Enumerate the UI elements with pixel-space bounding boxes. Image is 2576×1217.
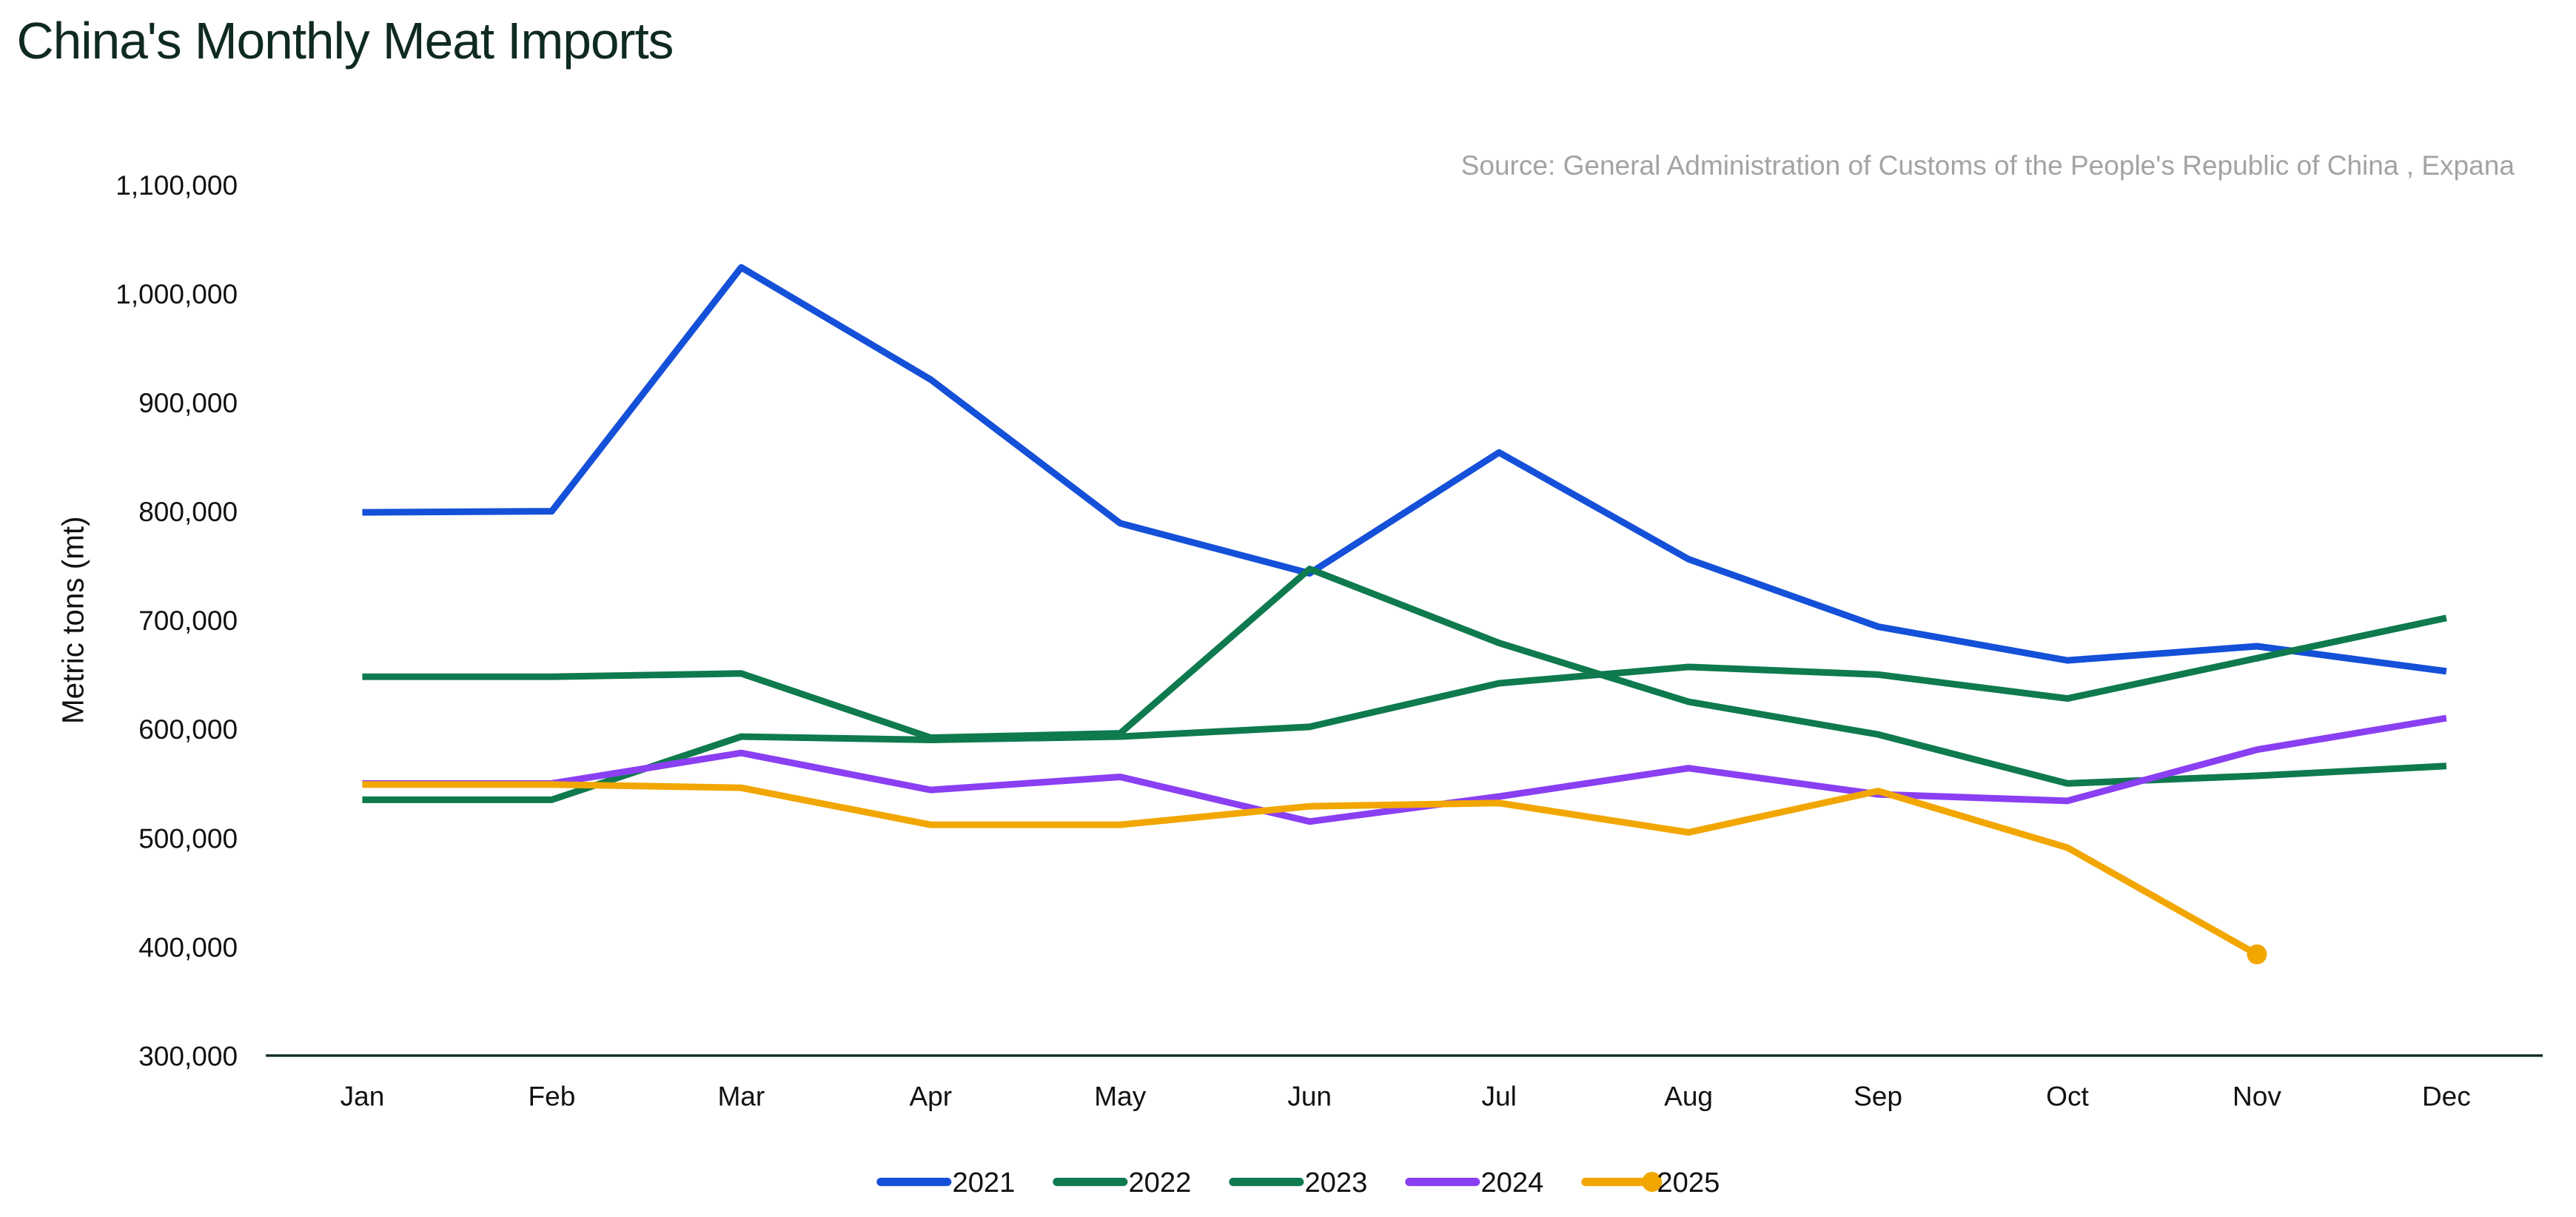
- legend-marker-icon: [1642, 1172, 1663, 1193]
- x-tick-label: Sep: [1854, 1080, 1902, 1111]
- y-tick-label: 900,000: [138, 387, 238, 418]
- x-tick-label: Mar: [717, 1080, 765, 1111]
- series-line-2024: [362, 714, 2447, 825]
- legend-label: 2025: [1657, 1167, 1720, 1198]
- x-tick-label: Nov: [2233, 1080, 2281, 1111]
- y-tick-label: 300,000: [138, 1040, 238, 1071]
- x-tick-label: Oct: [2046, 1080, 2089, 1111]
- legend-label: 2021: [952, 1167, 1015, 1198]
- series-line-2023: [362, 614, 2447, 803]
- legend-item-2024[interactable]: 2024: [1405, 1167, 1543, 1198]
- y-tick-label: 1,000,000: [115, 278, 238, 309]
- y-tick-label: 400,000: [138, 931, 238, 962]
- y-axis: 300,000 400,000 500,000 600,000 700,000 800,0…: [115, 170, 238, 1071]
- legend-item-2025[interactable]: 2025: [1581, 1167, 1720, 1198]
- legend-label: 2023: [1304, 1167, 1367, 1198]
- x-tick-label: Aug: [1664, 1080, 1713, 1111]
- x-tick-label: Dec: [2422, 1080, 2471, 1111]
- y-tick-label: 600,000: [138, 714, 238, 745]
- legend-item-2022[interactable]: 2022: [1053, 1167, 1191, 1198]
- y-tick-label: 700,000: [138, 605, 238, 636]
- legend-label: 2024: [1480, 1167, 1543, 1198]
- plot-area: [362, 264, 2447, 965]
- legend-label: 2022: [1128, 1167, 1191, 1198]
- x-tick-label: Jul: [1481, 1080, 1516, 1111]
- x-axis: Jan Feb Mar Apr May Jun Jul Aug Sep Oct Nov Dec: [341, 1080, 2471, 1111]
- legend-item-2023[interactable]: 2023: [1229, 1167, 1367, 1198]
- x-tick-label: Jan: [341, 1080, 385, 1111]
- series-line-2021: [362, 264, 2447, 675]
- x-tick-label: Jun: [1287, 1080, 1332, 1111]
- x-tick-label: Apr: [909, 1080, 952, 1111]
- chart-title: China's Monthly Meat Imports: [16, 12, 673, 70]
- y-tick-label: 500,000: [138, 822, 238, 854]
- data-point-2025: [2247, 944, 2267, 965]
- legend: 2021 2022 2023 2024 2025: [876, 1167, 1720, 1198]
- source-note: Source: General Administration of Custom…: [1461, 150, 2515, 181]
- y-axis-label: Metric tons (mt): [56, 516, 90, 724]
- series-line-2025: [362, 781, 2259, 958]
- y-tick-label: 800,000: [138, 496, 238, 527]
- x-tick-label: Feb: [528, 1080, 575, 1111]
- x-tick-label: May: [1094, 1080, 1146, 1111]
- legend-item-2021[interactable]: 2021: [876, 1167, 1015, 1198]
- y-tick-label: 1,100,000: [115, 170, 238, 201]
- series-line-2022: [362, 566, 2447, 787]
